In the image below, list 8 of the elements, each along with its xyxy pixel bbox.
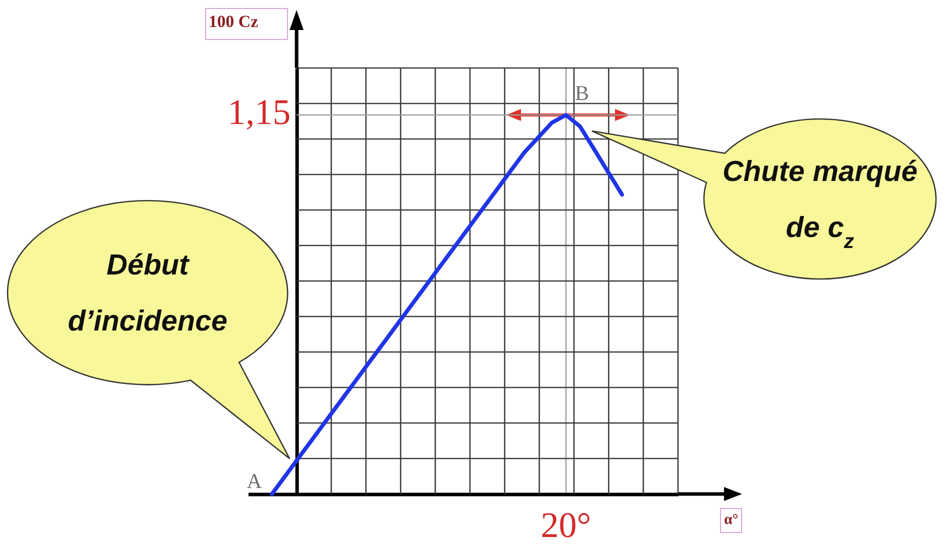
- y-axis-title: 100 Cz: [208, 12, 258, 31]
- text: α°: [724, 512, 738, 528]
- text: A: [246, 469, 263, 493]
- annotation: 1,15: [228, 92, 291, 132]
- text: 20°: [540, 505, 592, 545]
- text: Début d’incidence: [68, 250, 228, 338]
- text: Chute marqué de c$_{z}$: [722, 156, 918, 253]
- text: B: [574, 80, 589, 105]
